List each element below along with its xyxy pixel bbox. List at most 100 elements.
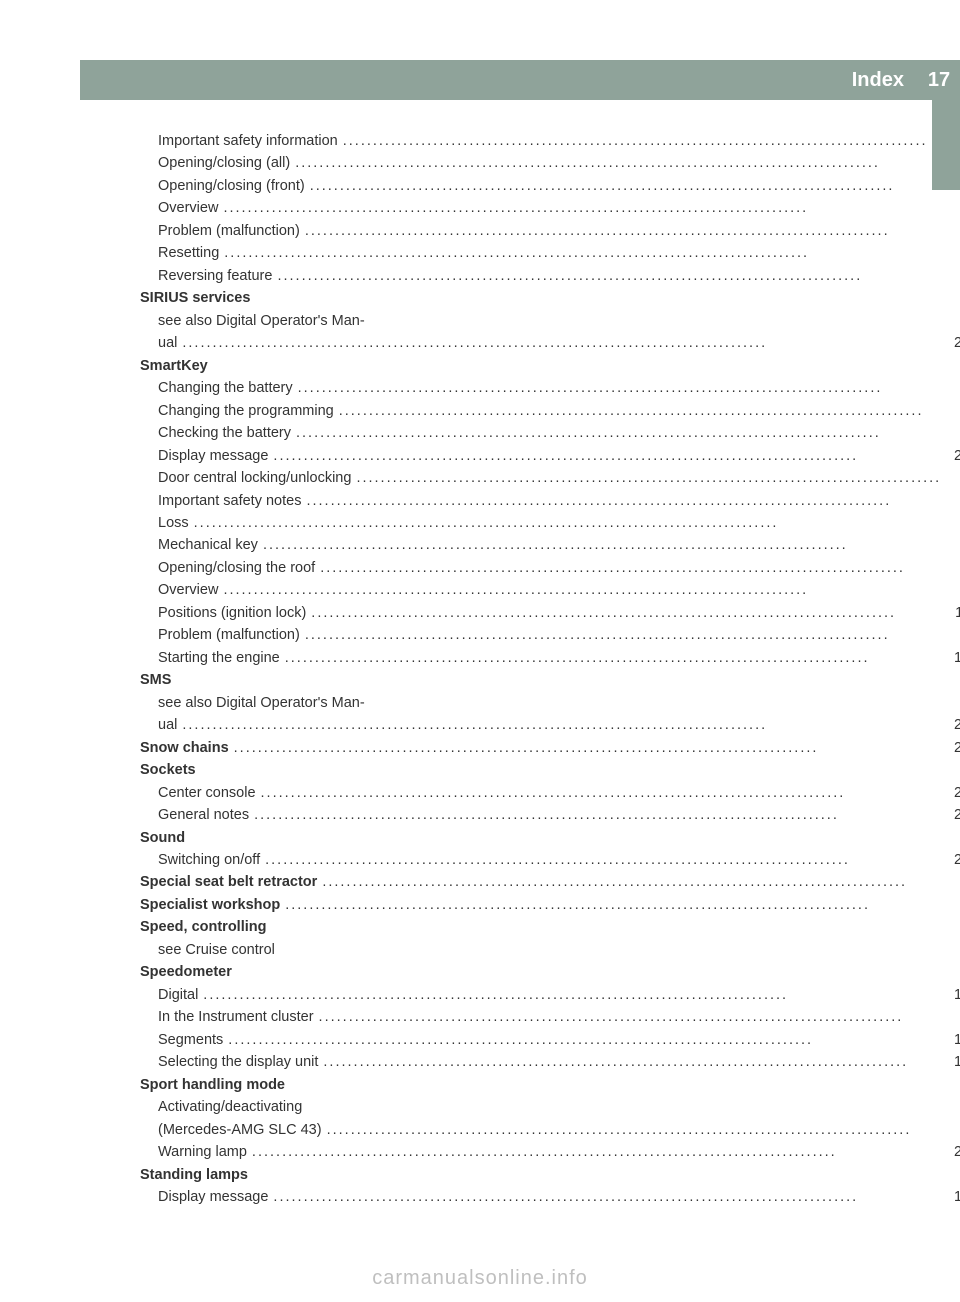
entry-label: Changing the programming xyxy=(158,400,334,422)
index-entry: Opening/closing (all)76 xyxy=(140,152,960,174)
leader-dots xyxy=(322,871,941,893)
leader-dots xyxy=(306,490,941,512)
entry-label: see Cruise control xyxy=(158,939,275,961)
entry-label: Display message xyxy=(158,1186,268,1208)
entry-label: Opening/closing the roof xyxy=(158,557,315,579)
entry-label: Center console xyxy=(158,782,256,804)
entry-page: 80 xyxy=(946,557,960,579)
index-entry: Resetting 77 xyxy=(140,242,960,264)
footer-watermark: carmanualsonline.info xyxy=(0,1267,960,1290)
leader-dots xyxy=(327,1119,942,1141)
index-entry: Important safety information75 xyxy=(140,130,960,152)
leader-dots xyxy=(343,130,941,152)
leader-dots xyxy=(182,332,941,354)
entry-page: 229 xyxy=(946,804,960,826)
index-entry: Loss70 xyxy=(140,512,960,534)
entry-label: Display message xyxy=(158,445,268,467)
entry-label: General notes xyxy=(158,804,249,826)
index-entry: Door central locking/unlocking 66 xyxy=(140,467,960,489)
entry-label: Digital xyxy=(158,984,198,1006)
index-entry: Warning lamp212 xyxy=(140,1141,960,1163)
entry-label: Specialist workshop xyxy=(140,894,280,916)
entry-label: Warning lamp xyxy=(158,1141,247,1163)
index-entry: Positions (ignition lock)118 xyxy=(140,602,960,624)
entry-page: 270 xyxy=(946,737,960,759)
leader-dots xyxy=(285,647,941,669)
leader-dots xyxy=(310,175,942,197)
entry-page: 66 xyxy=(946,467,960,489)
entry-label: Opening/closing (front) xyxy=(158,175,305,197)
leader-dots xyxy=(305,220,941,242)
entry-label: Problem (malfunction) xyxy=(158,624,300,646)
index-entry: In the Instrument cluster32 xyxy=(140,1006,960,1028)
entry-page: 230 xyxy=(946,782,960,804)
index-entry: Display message206 xyxy=(140,445,960,467)
index-entry: SMS xyxy=(140,669,960,691)
entry-label: Changing the battery xyxy=(158,377,293,399)
entry-page: 77 xyxy=(946,242,960,264)
entry-label: Problem (malfunction) xyxy=(158,220,300,242)
entry-page: 69 xyxy=(946,377,960,399)
index-entry: Problem (malfunction)78 xyxy=(140,220,960,242)
entry-label: Special seat belt retractor xyxy=(140,871,317,893)
header-bar: Index 17 xyxy=(80,60,960,100)
index-content: Important safety information75Opening/cl… xyxy=(140,130,880,1209)
index-entry: Display message193 xyxy=(140,1186,960,1208)
entry-page: 70 xyxy=(946,624,960,646)
leader-dots xyxy=(263,534,941,556)
leader-dots xyxy=(228,1029,941,1051)
index-entry: Changing the battery 69 xyxy=(140,377,960,399)
leader-dots xyxy=(296,422,941,444)
header-title: Index xyxy=(852,69,918,92)
entry-label: Overview xyxy=(158,197,218,219)
page-number: 17 xyxy=(918,60,960,100)
entry-page: 76 xyxy=(946,175,960,197)
entry-label: SmartKey xyxy=(140,355,208,377)
entry-label: Selecting the display unit xyxy=(158,1051,318,1073)
index-entry: Reversing feature75 xyxy=(140,265,960,287)
index-entry: Activating/deactivating xyxy=(140,1096,960,1118)
entry-label: Speed, controlling xyxy=(140,916,266,938)
leader-dots xyxy=(319,1006,942,1028)
index-entry: Standing lamps xyxy=(140,1164,960,1186)
leader-dots xyxy=(223,579,941,601)
entry-label: Door central locking/unlocking xyxy=(158,467,351,489)
entry-page: 120 xyxy=(946,647,960,669)
index-entry: Specialist workshop27 xyxy=(140,894,960,916)
index-entry: Speedometer xyxy=(140,961,960,983)
index-entry: Sport handling mode xyxy=(140,1074,960,1096)
index-entry: (Mercedes-AMG SLC 43)62 xyxy=(140,1119,960,1141)
entry-page: 176 xyxy=(946,1051,960,1073)
entry-page: 66 xyxy=(946,579,960,601)
leader-dots xyxy=(295,152,941,174)
entry-label: ual xyxy=(158,714,177,736)
entry-page: 167 xyxy=(946,1029,960,1051)
entry-page: 75 xyxy=(946,197,960,219)
leader-dots xyxy=(254,804,941,826)
index-entry: Starting the engine 120 xyxy=(140,647,960,669)
index-entry: Changing the programming67 xyxy=(140,400,960,422)
entry-page: 62 xyxy=(946,1119,960,1141)
index-entry: SmartKey xyxy=(140,355,960,377)
leader-dots xyxy=(252,1141,941,1163)
index-entry: ual217 xyxy=(140,332,960,354)
index-entry: see Cruise control xyxy=(140,939,960,961)
column-left: Important safety information75Opening/cl… xyxy=(140,130,960,1209)
entry-page: 217 xyxy=(946,332,960,354)
entry-label: Segments xyxy=(158,1029,223,1051)
leader-dots xyxy=(265,849,941,871)
leader-dots xyxy=(182,714,941,736)
entry-label: Starting the engine xyxy=(158,647,280,669)
index-entry: Sound xyxy=(140,827,960,849)
entry-page: 218 xyxy=(946,849,960,871)
index-entry: Switching on/off218 xyxy=(140,849,960,871)
leader-dots xyxy=(298,377,942,399)
entry-label: Mechanical key xyxy=(158,534,258,556)
entry-label: Sound xyxy=(140,827,185,849)
entry-page: 118 xyxy=(946,602,960,624)
entry-page: 70 xyxy=(946,512,960,534)
entry-label: SMS xyxy=(140,669,171,691)
leader-dots xyxy=(273,445,941,467)
index-entry: Overview 75 xyxy=(140,197,960,219)
entry-label: Resetting xyxy=(158,242,219,264)
